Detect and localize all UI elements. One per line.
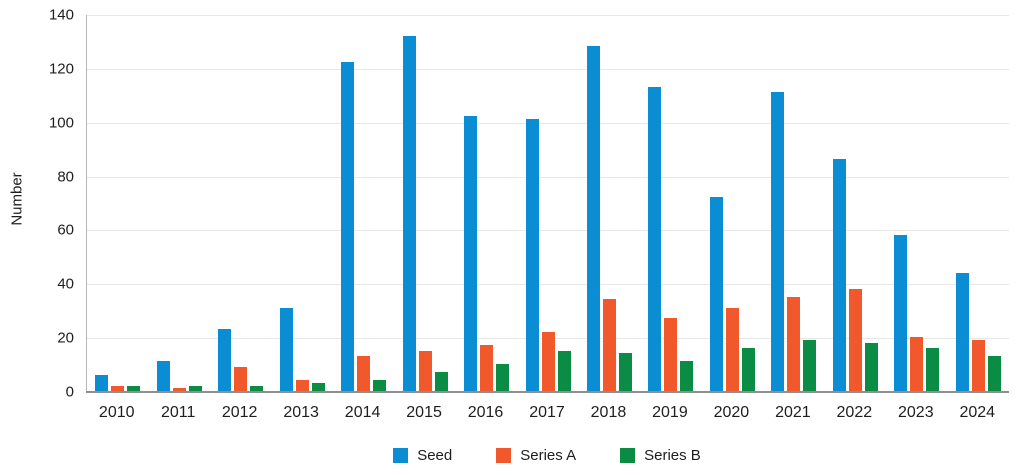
bar-series-b-2023: [926, 347, 940, 391]
bar-seed-2019: [648, 86, 662, 391]
x-tick-label-2010: 2010: [98, 404, 135, 421]
legend: Seed Series A Series B: [86, 443, 1008, 467]
bar-series-b-2011: [188, 385, 202, 391]
bar-series-a-2013: [295, 380, 309, 391]
bar-series-a-2010: [111, 385, 125, 391]
legend-label: Series A: [520, 446, 577, 464]
y-tick-label-140: 140: [48, 6, 74, 24]
y-tick-label-40: 40: [57, 275, 74, 293]
bar-series-a-2024: [971, 339, 985, 391]
bar-series-b-2010: [127, 385, 141, 391]
bar-series-b-2016: [496, 364, 510, 391]
x-tick-label-2019: 2019: [652, 404, 688, 421]
x-tick-label-2014: 2014: [344, 404, 381, 421]
bar-seed-2018: [586, 46, 600, 391]
bar-series-a-2017: [541, 331, 555, 391]
bar-series-a-2022: [848, 288, 862, 391]
x-tick-label-2023: 2023: [898, 404, 934, 421]
gridline-60: [87, 230, 1009, 232]
bar-series-a-2015: [418, 350, 432, 391]
x-tick-label-2011: 2011: [160, 404, 196, 421]
bar-series-b-2012: [250, 385, 264, 391]
gridline-120: [87, 68, 1009, 70]
x-tick-label-2015: 2015: [406, 404, 442, 421]
series-b-swatch-icon: [620, 447, 636, 463]
x-tick-label-2020: 2020: [713, 404, 750, 421]
bar-seed-2020: [709, 197, 723, 391]
y-tick-label-100: 100: [48, 114, 74, 132]
x-tick-label-2018: 2018: [590, 404, 627, 421]
y-tick-label-60: 60: [57, 221, 74, 239]
gridline-80: [87, 176, 1009, 178]
x-tick-label-2024: 2024: [959, 404, 996, 421]
bar-seed-2024: [955, 272, 969, 391]
plot-area: [86, 15, 1009, 393]
bar-series-a-2020: [725, 307, 739, 391]
bar-seed-2012: [218, 329, 232, 391]
bar-series-a-2019: [664, 318, 678, 391]
bar-series-b-2020: [741, 347, 755, 391]
gridline-40: [87, 284, 1009, 286]
bar-series-b-2017: [557, 350, 571, 391]
bar-series-b-2021: [803, 339, 817, 391]
x-tick-label-2016: 2016: [467, 404, 504, 421]
bar-seed-2023: [894, 234, 908, 391]
bar-seed-2014: [341, 62, 355, 391]
x-tick-label-2022: 2022: [836, 404, 873, 421]
bar-series-b-2015: [434, 372, 448, 391]
legend-item-series-b: Series B: [620, 447, 701, 464]
bar-series-b-2018: [618, 353, 632, 391]
legend-label: Series B: [644, 446, 701, 464]
gridline-140: [87, 15, 1009, 16]
x-tick-label-2013: 2013: [283, 404, 319, 421]
legend-label: Seed: [417, 446, 453, 464]
bar-series-a-2021: [787, 296, 801, 391]
bar-series-b-2014: [373, 380, 387, 391]
bar-seed-2013: [279, 307, 293, 391]
x-tick-label-2017: 2017: [529, 404, 565, 421]
bar-seed-2022: [832, 159, 846, 391]
y-tick-label-80: 80: [57, 168, 74, 186]
y-tick-label-20: 20: [57, 329, 74, 347]
bar-seed-2010: [95, 374, 109, 391]
bar-series-a-2023: [910, 337, 924, 391]
bar-series-a-2016: [480, 345, 494, 391]
bar-seed-2021: [771, 92, 785, 391]
bar-series-b-2024: [987, 356, 1001, 391]
y-tick-label-0: 0: [65, 383, 74, 401]
bar-series-a-2011: [172, 388, 186, 391]
x-tick-label-2012: 2012: [221, 404, 258, 421]
bar-seed-2016: [464, 116, 478, 391]
bar-series-b-2022: [864, 342, 878, 391]
seed-swatch-icon: [393, 447, 409, 463]
x-axis-line: [86, 391, 1009, 393]
bar-series-a-2014: [357, 356, 371, 391]
x-tick-label-2021: 2021: [775, 404, 811, 421]
bar-series-b-2019: [680, 361, 694, 391]
y-tick-label-120: 120: [48, 60, 74, 78]
series-a-swatch-icon: [496, 447, 512, 463]
bar-series-b-2013: [311, 382, 325, 391]
gridline-100: [87, 122, 1009, 124]
bar-seed-2011: [156, 361, 170, 391]
legend-item-series-a: Series A: [496, 447, 576, 464]
bar-seed-2017: [525, 119, 539, 391]
bar-seed-2015: [402, 35, 416, 391]
y-axis-ticks: 0 20 40 60 80 100 120 140: [0, 0, 74, 475]
bar-series-a-2018: [602, 299, 616, 391]
bar-series-a-2012: [234, 366, 248, 391]
legend-item-seed: Seed: [393, 447, 452, 464]
